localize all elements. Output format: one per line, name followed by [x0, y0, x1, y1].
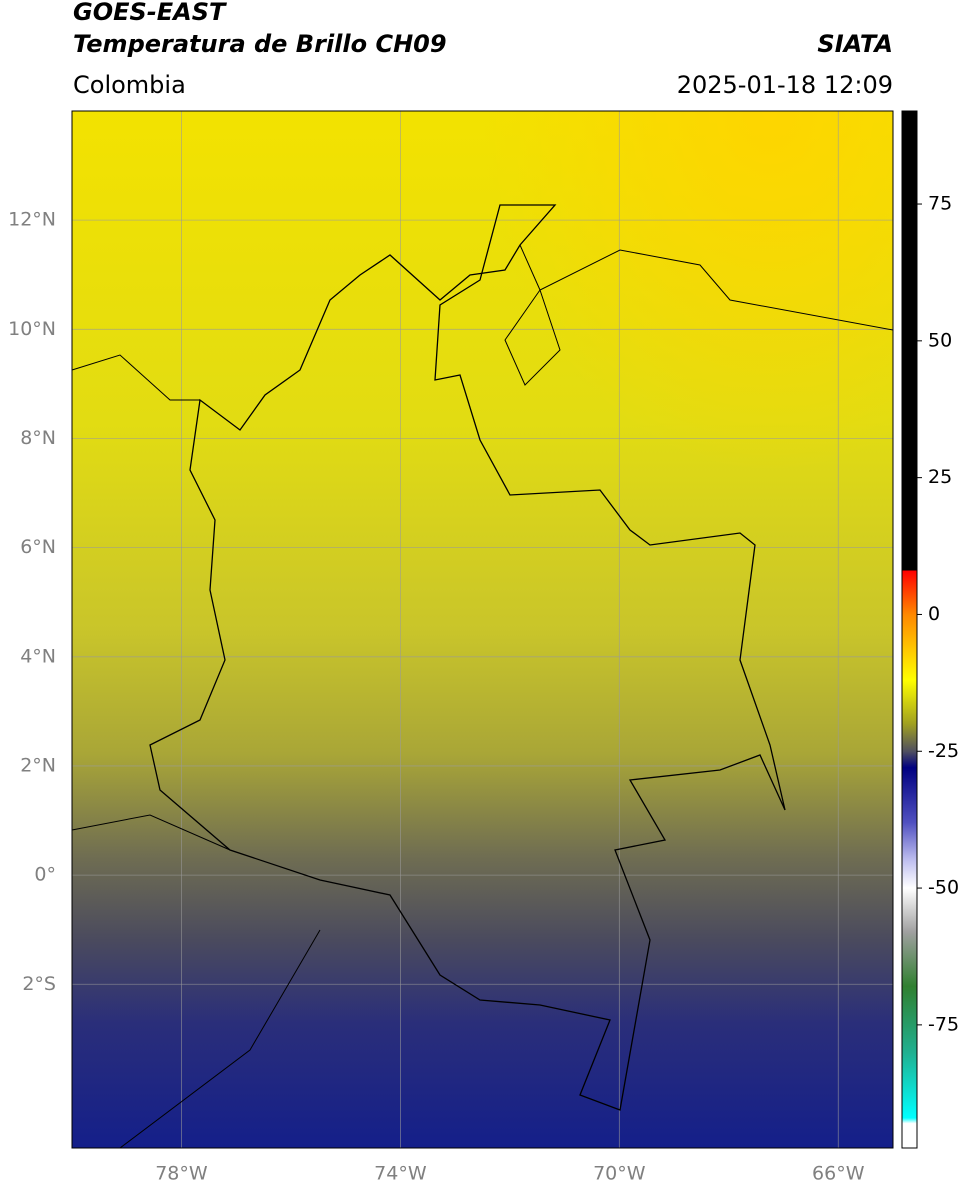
y-tick-label: 6°N	[20, 536, 56, 558]
map-frame	[71, 110, 894, 1149]
colorbar-tick-label: 0	[928, 603, 940, 625]
colorbar-tick-label: -50	[928, 877, 959, 899]
colorbar	[901, 110, 918, 1149]
datetime: 2025-01-18 12:09	[677, 71, 893, 99]
coastline	[71, 244, 894, 1149]
y-tick-label: 2°S	[22, 973, 56, 995]
x-tick-label: 66°W	[812, 1163, 865, 1185]
colorbar-tick-label: -75	[928, 1013, 959, 1035]
source: GOES-EAST	[73, 0, 227, 26]
map-field-warm	[72, 111, 893, 1148]
grid	[72, 111, 893, 1148]
x-tick-label: 74°W	[374, 1163, 427, 1185]
x-tick-label: 78°W	[155, 1163, 208, 1185]
region: Colombia	[73, 71, 186, 99]
country-border	[149, 204, 786, 1111]
y-tick-label: 0°	[34, 864, 56, 886]
colorbar-tick-label: 75	[928, 193, 952, 215]
colorbar-tick-label: 25	[928, 466, 952, 488]
colorbar-tick-label: 50	[928, 329, 952, 351]
y-tick-label: 2°N	[20, 754, 56, 776]
org: SIATA	[817, 30, 893, 58]
y-tick-label: 4°N	[20, 645, 56, 667]
y-tick-label: 8°N	[20, 427, 56, 449]
x-tick-label: 70°W	[593, 1163, 646, 1185]
colorbar-tick-label: -25	[928, 740, 959, 762]
y-tick-label: 12°N	[8, 209, 56, 231]
y-tick-label: 10°N	[8, 318, 56, 340]
title: Temperatura de Brillo CH09	[73, 30, 447, 58]
